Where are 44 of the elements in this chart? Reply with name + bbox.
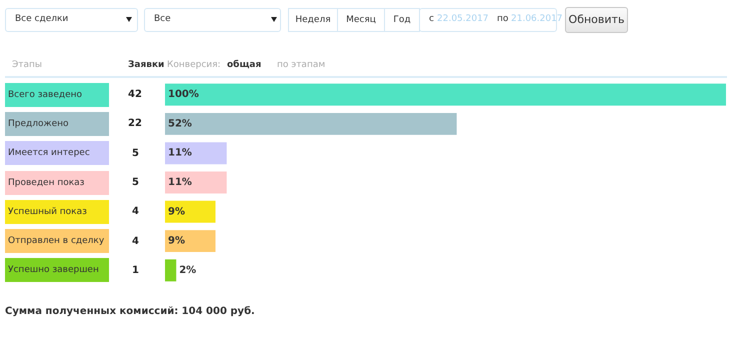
y-tick-label: Проведен показ [8,178,85,188]
y-tick-label: Отправлен в сделку [8,236,105,246]
week-button[interactable]: Неделя [288,8,338,32]
y-tick-label: Успешный показ [8,207,88,217]
text: с [429,14,434,24]
bar [165,200,216,223]
data-label: 9% [168,206,185,218]
y-tick-label: Успешно завершен [8,265,99,275]
text: Все сделки [15,14,68,24]
bar [165,259,176,282]
bar [165,84,726,106]
text: 42 [128,89,142,100]
text: по [497,14,508,24]
text: 21.06.2017 [511,14,563,24]
data-label: 9% [168,236,185,247]
text: 22 [128,118,142,129]
text: Сумма полученных комиссий: 104 000 руб. [5,306,255,317]
y-tick-label: Всего заведено [8,90,83,100]
data-label: 2% [179,264,196,276]
text: Этапы [12,60,42,70]
year-button[interactable]: Год [384,8,420,32]
text: 4 [132,206,139,217]
data-label: 52% [168,118,192,130]
y-tick-label: Предложено [8,119,70,129]
bar [165,230,216,252]
y-tick-label: Имеется интерес [8,148,90,158]
data-label: 11% [168,177,192,188]
month-button[interactable]: Месяц [337,8,385,32]
text: 1 [132,265,139,276]
text: по этапам [277,60,326,70]
refresh-button[interactable]: Обновить [565,7,628,33]
data-label: 100% [168,89,199,100]
text: 5 [132,177,139,188]
text: 5 [132,148,139,159]
text: Заявки [128,60,164,70]
text: 22.05.2017 [437,14,489,24]
bar [165,172,227,194]
text: 4 [132,236,139,247]
text: общая [227,60,262,70]
text: Все [154,14,171,24]
bar [165,112,457,135]
data-label: 11% [168,148,192,159]
text: Конверсия: [167,60,221,70]
bar [165,142,227,164]
